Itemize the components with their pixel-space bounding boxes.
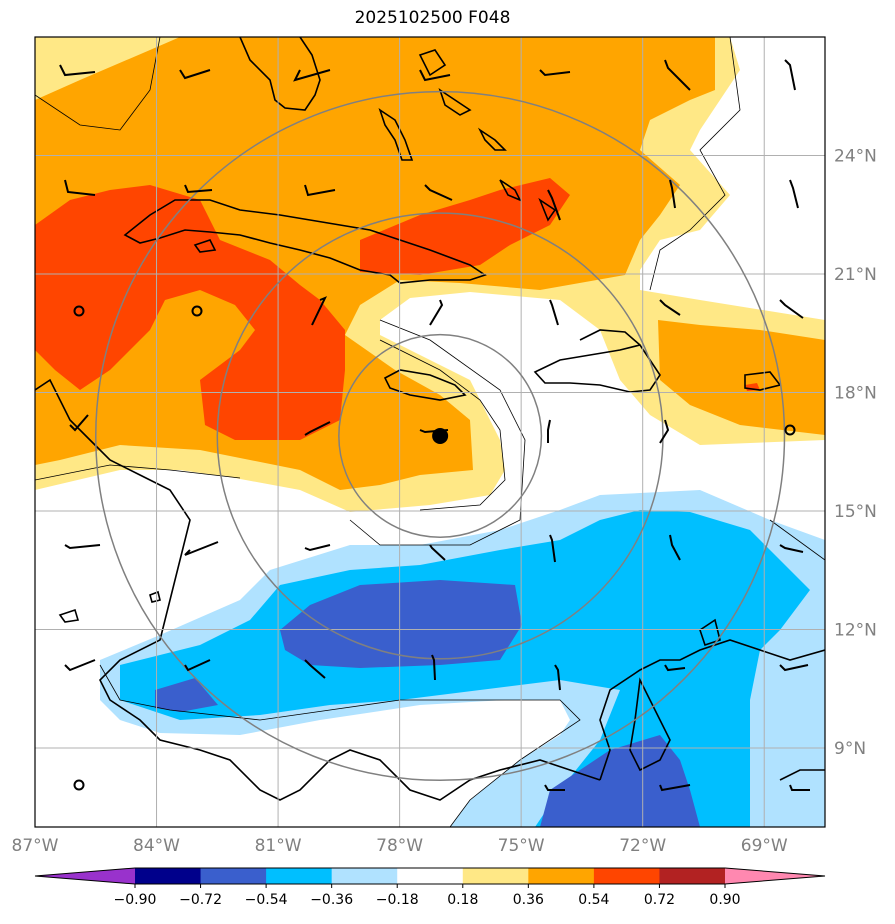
colorbar-segment: [593, 868, 660, 884]
colorbar: −0.90 −0.72 −0.54 −0.36 −0.18 0.18 0.36 0.54 0.7…: [34, 867, 826, 908]
lon-tick-label: 84°W: [133, 836, 180, 856]
colorbar-tick-label: 0.18: [447, 892, 478, 908]
lon-tick-label: 75°W: [498, 836, 545, 856]
lat-tick-label: 12°N: [834, 621, 877, 641]
colorbar-tick-label: 0.90: [709, 892, 740, 908]
colorbar-segment: [462, 868, 529, 884]
map-plot-area: [35, 37, 825, 827]
lat-tick-label: 24°N: [834, 147, 877, 167]
colorbar-segment: [659, 868, 726, 884]
colorbar-tick-label: −0.36: [310, 892, 353, 908]
lon-tick-label: 87°W: [12, 836, 59, 856]
colorbar-tick-label: 0.54: [578, 892, 609, 908]
colorbar-extend-low: [35, 868, 135, 884]
colorbar-tick-label: −0.72: [179, 892, 222, 908]
colorbar-tick-label: −0.18: [376, 892, 419, 908]
longitude-labels: 87°W 84°W 81°W 78°W 75°W 72°W 69°W: [12, 836, 788, 856]
lat-tick-label: 15°N: [834, 502, 877, 522]
colorbar-tick-label: −0.90: [114, 892, 157, 908]
colorbar-segment: [528, 868, 595, 884]
colorbar-segment: [200, 868, 267, 884]
colorbar-tick-label: −0.54: [245, 892, 288, 908]
colorbar-tick-label: 0.72: [644, 892, 675, 908]
lon-tick-label: 69°W: [741, 836, 788, 856]
colorbar-segment: [331, 868, 398, 884]
storm-center-marker: [432, 427, 449, 444]
negative-anomaly-high: [155, 580, 700, 827]
lon-tick-label: 72°W: [619, 836, 666, 856]
range-ring: [338, 333, 543, 538]
colorbar-tick-label: 0.36: [513, 892, 544, 908]
map-title: 2025102500 F048: [354, 8, 511, 28]
colorbar-extend-high: [725, 868, 825, 884]
gridlines: [35, 37, 825, 827]
colorbar-segment: [397, 868, 464, 884]
lon-tick-label: 81°W: [255, 836, 302, 856]
range-rings: [95, 90, 786, 782]
range-ring: [216, 212, 664, 660]
colorbar-segment: [266, 868, 333, 884]
coastlines: [35, 37, 825, 801]
range-ring: [95, 90, 786, 782]
calm-markers: [73, 305, 796, 791]
lat-tick-label: 9°N: [834, 739, 866, 759]
lat-tick-label: 21°N: [834, 265, 877, 285]
colorbar-segment: [135, 868, 202, 884]
map-frame: [34, 36, 826, 828]
lon-tick-label: 78°W: [376, 836, 423, 856]
latitude-labels: 9°N 12°N 15°N 18°N 21°N 24°N: [834, 147, 877, 760]
lat-tick-label: 18°N: [834, 384, 877, 404]
